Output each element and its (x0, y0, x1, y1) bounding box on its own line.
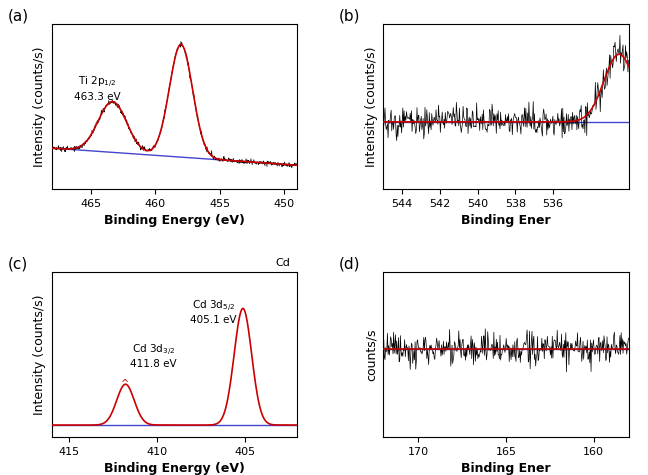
Text: (b): (b) (339, 9, 360, 23)
Text: (c): (c) (8, 256, 28, 271)
Text: Cd: Cd (275, 258, 290, 268)
Y-axis label: Intensity (counts/s): Intensity (counts/s) (33, 46, 46, 167)
Text: (d): (d) (339, 256, 360, 271)
Text: Cd 3d$_{3/2}$
411.8 eV: Cd 3d$_{3/2}$ 411.8 eV (130, 342, 177, 369)
X-axis label: Binding Energy (eV): Binding Energy (eV) (104, 214, 245, 228)
Text: (a): (a) (8, 9, 29, 23)
X-axis label: Binding Ener: Binding Ener (461, 462, 551, 475)
Text: Ti 2p$_{1/2}$
463.3 eV: Ti 2p$_{1/2}$ 463.3 eV (74, 75, 121, 102)
Text: ^: ^ (121, 380, 130, 390)
Y-axis label: Intensity (counts/s): Intensity (counts/s) (33, 294, 46, 415)
Y-axis label: counts/s: counts/s (365, 328, 378, 380)
X-axis label: Binding Energy (eV): Binding Energy (eV) (104, 462, 245, 475)
X-axis label: Binding Ener: Binding Ener (461, 214, 551, 228)
Text: Cd 3d$_{5/2}$
405.1 eV: Cd 3d$_{5/2}$ 405.1 eV (190, 298, 237, 325)
Y-axis label: Intensity (counts/s): Intensity (counts/s) (365, 46, 378, 167)
